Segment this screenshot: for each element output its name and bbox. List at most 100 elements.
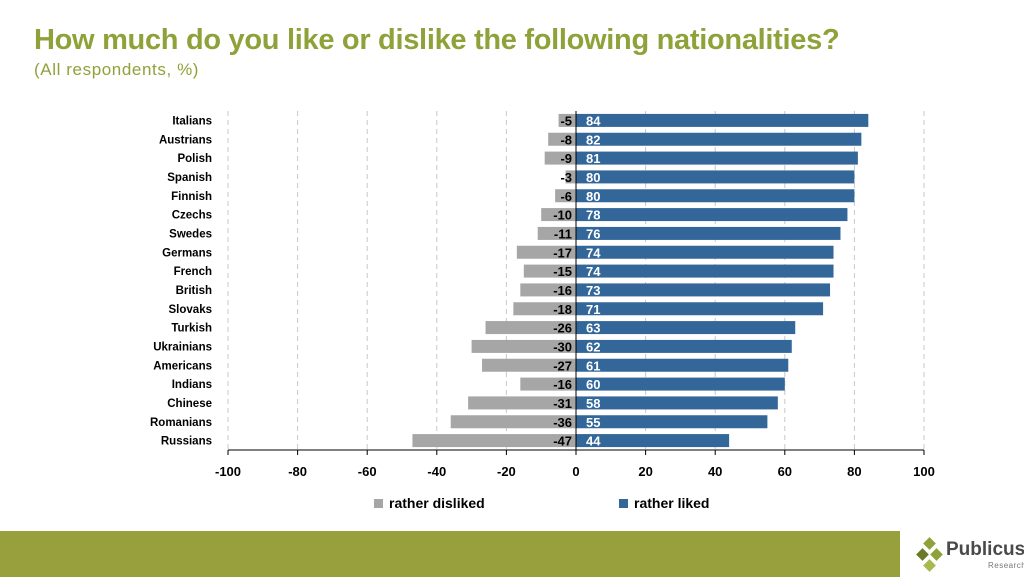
bar-liked — [576, 151, 858, 165]
x-tick-label: 40 — [708, 464, 722, 479]
data-label-liked: 58 — [586, 396, 600, 411]
legend-swatch-liked — [619, 499, 628, 508]
category-label: Slovaks — [169, 304, 212, 316]
x-tick-label: -100 — [215, 464, 241, 479]
category-label: Chinese — [167, 398, 212, 410]
category-label: French — [174, 266, 212, 278]
data-label-liked: 55 — [586, 415, 600, 430]
bar-disliked — [516, 245, 576, 259]
data-label-liked: 44 — [586, 434, 601, 449]
bar-disliked — [468, 396, 576, 410]
x-tick-label: -40 — [427, 464, 446, 479]
bar-disliked — [523, 264, 576, 278]
bar-disliked — [520, 377, 576, 391]
data-label-disliked: -10 — [553, 208, 572, 223]
category-label: Russians — [161, 436, 212, 448]
diamond-logo-icon — [916, 537, 943, 572]
bar-disliked — [558, 113, 576, 127]
category-label: Swedes — [169, 228, 212, 240]
x-tick-label: 20 — [638, 464, 652, 479]
bar-disliked — [482, 358, 576, 372]
data-label-disliked: -36 — [553, 415, 572, 430]
category-label: Germans — [162, 247, 212, 259]
company-logo: Publicus Research — [916, 533, 1024, 577]
data-label-disliked: -26 — [553, 321, 572, 336]
category-label: Indians — [172, 379, 212, 391]
category-label: Polish — [177, 153, 212, 165]
data-label-disliked: -27 — [553, 358, 572, 373]
data-label-disliked: -9 — [560, 151, 572, 166]
bar-liked — [576, 358, 789, 372]
bar-liked — [576, 189, 855, 203]
bar-disliked — [485, 321, 576, 335]
data-label-disliked: -31 — [553, 396, 572, 411]
data-label-liked: 62 — [586, 339, 600, 354]
chart-subtitle: (All respondents, %) — [34, 60, 200, 79]
logo-name: Publicus — [946, 539, 1024, 560]
category-label: Spanish — [167, 172, 212, 184]
data-label-disliked: -16 — [553, 283, 572, 298]
bar-disliked — [555, 189, 576, 203]
data-label-liked: 80 — [586, 170, 600, 185]
bar-liked — [576, 226, 841, 240]
data-label-liked: 71 — [586, 302, 600, 317]
x-tick-label: 0 — [572, 464, 579, 479]
bar-disliked — [412, 434, 576, 448]
data-label-disliked: -8 — [560, 132, 572, 147]
x-tick-label: -20 — [497, 464, 516, 479]
bar-disliked — [513, 302, 576, 316]
bar-disliked — [520, 283, 576, 297]
bar-liked — [576, 321, 796, 335]
bar-liked — [576, 434, 730, 448]
bar-liked — [576, 264, 834, 278]
data-label-liked: 73 — [586, 283, 600, 298]
bar-disliked — [548, 132, 576, 146]
data-label-liked: 78 — [586, 208, 600, 223]
category-label: Czechs — [172, 210, 212, 222]
bar-disliked — [450, 415, 576, 429]
bar-liked — [576, 302, 824, 316]
data-label-disliked: -18 — [553, 302, 572, 317]
bar-disliked — [537, 226, 576, 240]
logo-subtitle: Research — [988, 561, 1024, 570]
category-label: Finnish — [171, 191, 212, 203]
bar-disliked — [541, 208, 576, 222]
category-label: Ukrainians — [153, 341, 212, 353]
category-label: Americans — [153, 360, 212, 372]
data-label-liked: 74 — [586, 264, 601, 279]
bar-liked — [576, 377, 785, 391]
bar-liked — [576, 396, 778, 410]
data-label-disliked: -5 — [560, 113, 572, 128]
data-label-liked: 80 — [586, 189, 600, 204]
legend-swatch-disliked — [374, 499, 383, 508]
data-label-disliked: -3 — [560, 170, 572, 185]
bar-chart: Italians -5 84 Austrians -8 82 Polish -9 81 Spani… — [150, 111, 935, 511]
bar-liked — [576, 113, 869, 127]
legend-label-liked: rather liked — [634, 495, 709, 511]
data-label-disliked: -6 — [560, 189, 572, 204]
x-tick-label: -60 — [358, 464, 377, 479]
x-tick-label: -80 — [288, 464, 307, 479]
bar-liked — [576, 415, 768, 429]
bar-disliked — [544, 151, 576, 165]
category-label: British — [176, 285, 212, 297]
bar-disliked — [565, 170, 576, 184]
data-label-liked: 82 — [586, 132, 600, 147]
data-label-liked: 84 — [586, 113, 601, 128]
data-label-liked: 60 — [586, 377, 600, 392]
data-label-disliked: -16 — [553, 377, 572, 392]
bar-liked — [576, 339, 792, 353]
data-label-disliked: -11 — [554, 226, 572, 241]
bar-liked — [576, 170, 855, 184]
bar-liked — [576, 208, 848, 222]
category-label: Romanians — [150, 417, 212, 429]
category-label: Turkish — [171, 323, 212, 335]
data-label-disliked: -47 — [553, 434, 572, 449]
bar-disliked — [471, 339, 576, 353]
bar-liked — [576, 245, 834, 259]
chart-title: How much do you like or dislike the foll… — [34, 24, 840, 56]
category-label: Austrians — [159, 134, 212, 146]
legend-label-disliked: rather disliked — [389, 495, 485, 511]
x-tick-label: 100 — [913, 464, 935, 479]
category-label: Italians — [172, 115, 212, 127]
